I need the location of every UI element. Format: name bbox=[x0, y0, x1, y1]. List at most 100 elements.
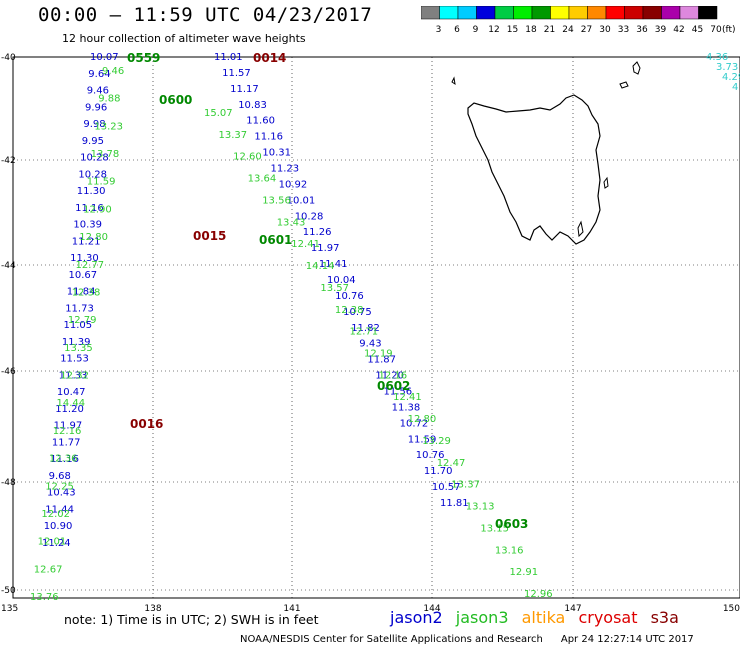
wave-height-label: 11.23 bbox=[271, 164, 300, 175]
wave-height-label: 10.39 bbox=[73, 220, 102, 231]
wave-height-label: 12.01 bbox=[38, 537, 67, 548]
colorbar-label: 42 bbox=[673, 25, 684, 35]
lat-tick-label: -42 bbox=[1, 156, 16, 166]
time-mark: 0559 bbox=[127, 51, 160, 65]
lat-tick-label: -48 bbox=[1, 478, 16, 488]
wave-height-label: 10.28 bbox=[80, 153, 109, 164]
wave-height-label: 11.38 bbox=[392, 402, 421, 413]
note-text: note: 1) Time is in UTC; 2) SWH is in fe… bbox=[64, 612, 319, 627]
wave-height-label: 11.39 bbox=[62, 337, 91, 348]
wave-height-label: 11.44 bbox=[45, 505, 74, 516]
wave-height-label: 11.05 bbox=[64, 320, 93, 331]
wave-height-label: 11.41 bbox=[319, 259, 348, 270]
wave-height-label: 9.96 bbox=[85, 102, 107, 113]
wave-height-label: 12.80 bbox=[79, 232, 108, 243]
wave-height-label: 4.36 bbox=[706, 52, 728, 63]
wave-height-label: 15.07 bbox=[204, 108, 233, 119]
wave-height-label: 11.97 bbox=[311, 243, 340, 254]
wave-height-label: 11.59 bbox=[408, 434, 437, 445]
colorbar-label: 39 bbox=[655, 25, 667, 35]
time-mark: 0602 bbox=[377, 379, 410, 393]
wave-height-label: 9.43 bbox=[359, 339, 381, 350]
lat-tick-label: -50 bbox=[1, 586, 16, 596]
wave-height-label: 13.35 bbox=[64, 343, 93, 354]
wave-height-label: 11.33 bbox=[59, 370, 88, 381]
time-mark: 0600 bbox=[159, 93, 192, 107]
wave-height-label: 11.16 bbox=[75, 203, 104, 214]
satellite-legend: jason2 jason3 altika cryosat s3a bbox=[390, 608, 687, 627]
colorbar-label: 36 bbox=[636, 25, 648, 35]
wave-height-label: 11.24 bbox=[42, 538, 71, 549]
wave-height-label: 9.95 bbox=[82, 136, 104, 147]
colorbar-swatch bbox=[698, 6, 718, 20]
wave-height-label: 11.16 bbox=[50, 454, 79, 465]
wave-height-label: 10.01 bbox=[287, 195, 316, 206]
lon-tick-label: 135 bbox=[1, 604, 18, 614]
king-island-coastline bbox=[451, 76, 456, 86]
lat-tick-label: -44 bbox=[1, 261, 16, 271]
wave-height-label: 12.02 bbox=[41, 509, 70, 520]
wave-height-label: 10.47 bbox=[57, 387, 86, 398]
wave-height-label: 10.75 bbox=[343, 307, 372, 318]
wave-height-label: 10.31 bbox=[262, 148, 291, 159]
lat-tick-label: -40 bbox=[1, 53, 16, 63]
wave-height-label: 9.88 bbox=[98, 94, 120, 105]
colorbar-label: 9 bbox=[473, 25, 479, 35]
wave-height-label: 11.17 bbox=[230, 84, 259, 95]
colorbar-unit: (ft) bbox=[722, 25, 736, 35]
wave-height-label: 10.28 bbox=[78, 169, 107, 180]
wave-height-label: 11.70 bbox=[424, 466, 453, 477]
wave-height-label: 12.38 bbox=[72, 288, 101, 299]
lon-tick-label: 150 bbox=[723, 604, 740, 614]
wave-height-label: 11.20 bbox=[375, 371, 404, 382]
chart-title: 00:00 – 11:59 UTC 04/23/2017 bbox=[38, 4, 373, 26]
wave-height-label: 10.57 bbox=[432, 482, 461, 493]
wave-height-label: 11.57 bbox=[222, 68, 251, 79]
lat-tick-label: -46 bbox=[1, 367, 16, 377]
wave-height-label: 12.60 bbox=[233, 152, 262, 163]
wave-height-label: 13.64 bbox=[248, 174, 277, 185]
wave-height-label: 4 bbox=[732, 82, 738, 93]
legend-jason2: jason2 bbox=[390, 608, 443, 627]
wave-height-label: 12.36 bbox=[49, 454, 78, 465]
wave-height-label: 13.13 bbox=[466, 502, 495, 513]
colorbar-label: 30 bbox=[599, 25, 611, 35]
cape-barren-island-coastline bbox=[619, 81, 629, 89]
wave-height-label: 11.59 bbox=[87, 177, 116, 188]
wave-height-label: 12.19 bbox=[364, 349, 393, 360]
colorbar-label: 45 bbox=[692, 25, 703, 35]
wave-height-label: 11.21 bbox=[72, 236, 101, 247]
wave-height-label: 13.78 bbox=[91, 149, 120, 160]
wave-height-label: 13.23 bbox=[94, 121, 123, 132]
colorbar-label: 70 bbox=[710, 25, 722, 35]
wave-height-label: 12.16 bbox=[379, 370, 408, 381]
observation-labels: 10.079.649.469.969.989.9510.2810.2811.30… bbox=[30, 52, 740, 603]
legend-altika: altika bbox=[521, 608, 566, 627]
colorbar-label: 21 bbox=[544, 25, 555, 35]
wave-height-label: 9.46 bbox=[87, 86, 109, 97]
wave-height-label: 10.28 bbox=[295, 211, 324, 222]
wave-height-colorbar: 3 6 9 12 15 18 21 24 27 30 33 36 39 42 45 70 (ft) bbox=[421, 6, 736, 35]
wave-height-label: 13.56 bbox=[262, 196, 291, 207]
wave-height-label: 11.20 bbox=[55, 404, 84, 415]
wave-height-label: 11.30 bbox=[70, 253, 99, 264]
wave-height-label: 13.37 bbox=[451, 480, 480, 491]
chart-subtitle: 12 hour collection of altimeter wave hei… bbox=[62, 32, 306, 45]
colorbar-label: 33 bbox=[618, 25, 629, 35]
legend-jason3: jason3 bbox=[455, 608, 509, 627]
wave-height-label: 11.81 bbox=[440, 498, 469, 509]
wave-height-label: 10.76 bbox=[416, 450, 445, 461]
wave-height-label: 11.77 bbox=[52, 437, 81, 448]
wave-height-label: 11.87 bbox=[367, 355, 396, 366]
legend-s3a: s3a bbox=[650, 608, 679, 627]
lon-tick-label: 138 bbox=[144, 604, 161, 614]
tasmania-coastline bbox=[467, 94, 601, 245]
time-mark: 0603 bbox=[495, 517, 528, 531]
wave-height-label: 11.53 bbox=[60, 354, 89, 365]
wave-height-label: 12.41 bbox=[393, 392, 422, 403]
wave-height-label: 14.44 bbox=[57, 398, 86, 409]
timestamp: Apr 24 12:27:14 UTC 2017 bbox=[560, 634, 694, 645]
colorbar-label: 3 bbox=[436, 25, 442, 35]
wave-height-label: 9.64 bbox=[88, 69, 110, 80]
